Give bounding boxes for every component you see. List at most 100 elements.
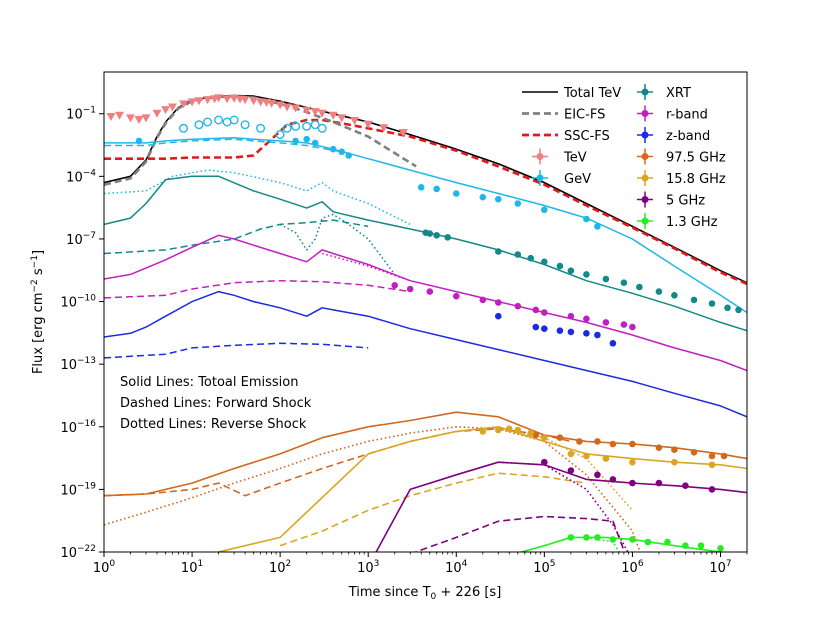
point-ghz97-7 (671, 446, 678, 454)
point-ghz15-3 (514, 426, 522, 434)
curve-ghz15-total (215, 426, 747, 552)
point-zband-4 (567, 328, 575, 336)
point-gev-3 (311, 139, 319, 147)
point-tev-30 (350, 117, 360, 125)
point-ghz97-8 (690, 449, 698, 456)
point-gev-open-8 (275, 130, 285, 140)
point-ghz13-8 (697, 542, 705, 549)
point-tev-7 (168, 103, 177, 112)
point-ghz5-2 (594, 471, 601, 479)
curve-ghz97-rs (104, 426, 642, 552)
point-tev-22 (275, 101, 285, 110)
point-ghz97-4 (609, 440, 617, 448)
point-xrt-7 (541, 258, 548, 266)
point-gev-open-1 (194, 120, 204, 130)
point-ghz15-4 (527, 429, 534, 437)
point-rband-1 (406, 285, 414, 293)
point-gev-5 (338, 148, 346, 156)
x-axis-label: Time since T0 + 226 [s] (348, 585, 502, 602)
point-tev-29 (337, 114, 347, 123)
legend-label-col1-4: GeV (564, 172, 591, 187)
point-tev-33 (398, 129, 408, 137)
point-rband-7 (532, 306, 540, 314)
point-ghz15-10 (671, 458, 678, 466)
point-rband-3 (453, 292, 460, 300)
curve-xrt-rs (279, 213, 396, 275)
point-ghz97-0 (532, 431, 540, 439)
point-gev-open-11 (302, 121, 312, 131)
curve-xrt-total (104, 175, 747, 332)
y-axis-label: Flux [erg cm−2 s−1] (30, 250, 46, 374)
point-ghz5-7 (708, 486, 716, 493)
point-zband-5 (583, 330, 590, 337)
x-tick-label-6: 106 (621, 559, 644, 576)
point-tev-13 (214, 94, 224, 103)
annotation-solid: Solid Lines: Totoal Emission (120, 375, 298, 390)
point-ghz97-2 (576, 438, 583, 445)
point-zband-1 (532, 323, 540, 331)
point-gev-0 (135, 137, 143, 145)
curve-ghz5-fs (413, 515, 626, 552)
point-ghz5-6 (682, 482, 689, 490)
point-ghz13-0 (567, 534, 575, 541)
legend-marker (641, 174, 649, 182)
point-zband-7 (609, 340, 617, 347)
x-tick-label-3: 103 (357, 559, 379, 576)
point-gev-open-12 (310, 120, 320, 130)
point-xrt-8 (556, 262, 564, 270)
point-rband-11 (602, 319, 610, 326)
point-ghz13-1 (583, 534, 590, 541)
legend-label-col2-5: 5 GHz (666, 194, 705, 209)
point-ghz97-1 (556, 434, 564, 442)
x-tick-label-1: 101 (181, 559, 203, 576)
curve-gev-rs (104, 169, 411, 226)
point-tev-6 (161, 106, 171, 115)
legend-label-col1-3: TeV (563, 151, 587, 166)
point-xrt-10 (583, 271, 590, 278)
point-ghz15-11 (708, 461, 716, 469)
point-xrt-11 (602, 275, 610, 283)
point-xrt-13 (636, 283, 643, 291)
point-tev-18 (249, 97, 259, 106)
annotation-dashed: Dashed Lines: Forward Shock (120, 396, 312, 411)
legend-label-col2-0: XRT (666, 86, 691, 101)
legend-marker (536, 174, 544, 182)
legend-marker (641, 217, 649, 225)
y-tick-label-4: 10−10 (60, 294, 96, 311)
point-tev-32 (379, 124, 389, 133)
point-ghz13-2 (594, 534, 601, 541)
point-gev-13 (541, 206, 548, 214)
point-ghz15-6 (567, 450, 575, 458)
point-ghz5-4 (629, 479, 636, 487)
legend-label-col2-6: 1.3 GHz (666, 215, 718, 230)
curve-r-total (104, 234, 747, 372)
y-tick-label-2: 10−16 (60, 419, 96, 436)
point-ghz5-0 (541, 458, 548, 466)
point-ghz15-5 (541, 434, 548, 442)
legend-label-col1-0: Total TeV (563, 86, 621, 101)
point-tev-14 (222, 95, 232, 104)
legend-marker (641, 110, 649, 117)
legend-label-col2-1: r-band (666, 108, 708, 123)
point-gev-4 (329, 145, 337, 153)
point-tev-0 (106, 113, 116, 121)
point-tev-23 (282, 103, 292, 112)
legend-label-col1-2: SSC-FS (564, 129, 610, 144)
point-gev-9 (453, 190, 460, 197)
curve-ghz13-total (518, 536, 728, 552)
point-zband-0 (495, 312, 502, 320)
point-tev-3 (134, 116, 144, 124)
y-tick-label-7: 10−1 (66, 106, 96, 123)
point-ghz15-0 (479, 428, 487, 435)
x-tick-label-5: 105 (533, 559, 555, 576)
x-tick-label-2: 102 (269, 559, 291, 576)
curve-tev-eic (104, 95, 417, 186)
point-tev-24 (291, 104, 301, 113)
point-ghz5-1 (567, 467, 575, 474)
point-tev-1 (115, 111, 124, 120)
point-ghz15-8 (602, 455, 610, 462)
y-tick-label-1: 10−19 (60, 481, 96, 498)
point-rband-9 (567, 312, 575, 320)
legend-marker (641, 153, 649, 160)
